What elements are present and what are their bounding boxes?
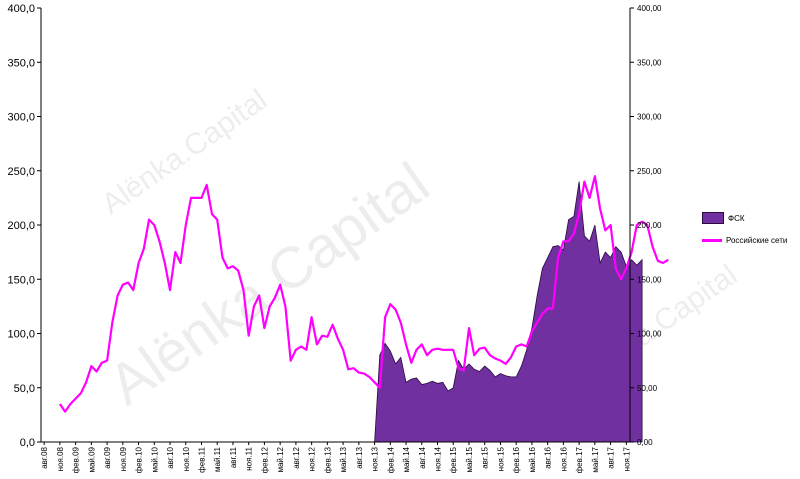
watermark-text: Alёnka.Capital [96,83,273,221]
y-tick-label-right: 0,00 [637,438,653,447]
legend-swatch-rosseti [702,238,722,242]
x-tick-label: фев.12 [260,446,269,473]
x-tick-label: авг.15 [481,446,490,468]
x-tick-label: май.16 [528,446,537,472]
x-tick-label: авг.14 [418,446,427,468]
x-tick-label: фев.17 [575,446,584,473]
series-fsk-area [374,181,643,443]
x-tick-label: фев.14 [386,446,395,473]
x-tick-label: авг.17 [607,446,616,468]
x-tick-label: ноя.13 [371,446,380,471]
y-tick-label-right: 250,00 [637,167,662,176]
x-tick-label: фев.15 [449,446,458,473]
y-tick-label-left: 250,0 [7,166,35,178]
x-tick-label: авг.12 [292,446,301,468]
y-tick-label-left: 400,0 [7,3,35,15]
y-tick-label-right: 300,00 [637,113,662,122]
x-tick-label: фев.11 [197,446,206,472]
x-tick-label: ноя.17 [622,446,631,471]
x-tick-label: май.14 [402,446,411,472]
y-tick-label-left: 0,0 [20,437,35,449]
y-tick-label-right: 200,00 [637,221,662,230]
legend: ФСК Российские сети [702,211,787,255]
legend-swatch-fsk [702,212,724,224]
y-tick-label-left: 150,0 [7,274,35,286]
series-rosseti-line [58,175,669,413]
legend-label-rosseti: Российские сети [726,235,788,245]
x-tick-label: май.12 [276,446,285,472]
x-tick-label: ноя.09 [119,446,128,471]
x-tick-label: ноя.08 [56,446,65,471]
x-tick-label: май.15 [465,446,474,472]
x-tick-label: ноя.15 [496,446,505,471]
x-tick-label: авг.08 [40,446,49,468]
x-tick-label: фев.13 [323,446,332,473]
x-tick-label: авг.10 [166,446,175,468]
y-tick-label-right: 100,00 [637,330,662,339]
legend-item-rosseti: Российские сети [702,233,787,247]
x-tick-label: фев.16 [512,446,521,473]
x-tick-label: ноя.12 [308,446,317,471]
x-tick-label: ноя.10 [182,446,191,471]
y-tick-label-left: 50,0 [14,383,35,395]
y-tick-label-right: 150,00 [637,275,662,284]
x-tick-label: фев.09 [72,446,81,473]
x-tick-label: май.13 [339,446,348,472]
legend-item-fsk: ФСК [702,211,787,225]
y-tick-label-right: 50,00 [637,384,658,393]
x-tick-label: май.10 [150,446,159,472]
x-tick-label: авг.16 [544,446,553,468]
y-tick-label-left: 200,0 [7,220,35,232]
y-tick-label-right: 400,00 [637,4,662,13]
x-tick-label: авг.11 [229,446,238,468]
y-tick-label-left: 350,0 [7,57,35,69]
y-tick-label-right: 350,00 [637,58,662,67]
x-tick-label: май.11 [213,446,222,471]
x-tick-label: ноя.16 [559,446,568,471]
x-tick-label: ноя.11 [245,446,254,470]
y-tick-label-left: 100,0 [7,329,35,341]
y-tick-label-left: 300,0 [7,112,35,124]
x-tick-label: май.17 [591,446,600,472]
legend-label-fsk: ФСК [728,213,745,223]
x-tick-label: авг.13 [355,446,364,468]
x-tick-label: май.09 [87,446,96,472]
x-tick-label: авг.09 [103,446,112,468]
x-tick-label: фев.10 [135,446,144,473]
x-tick-label: ноя.14 [434,446,443,471]
